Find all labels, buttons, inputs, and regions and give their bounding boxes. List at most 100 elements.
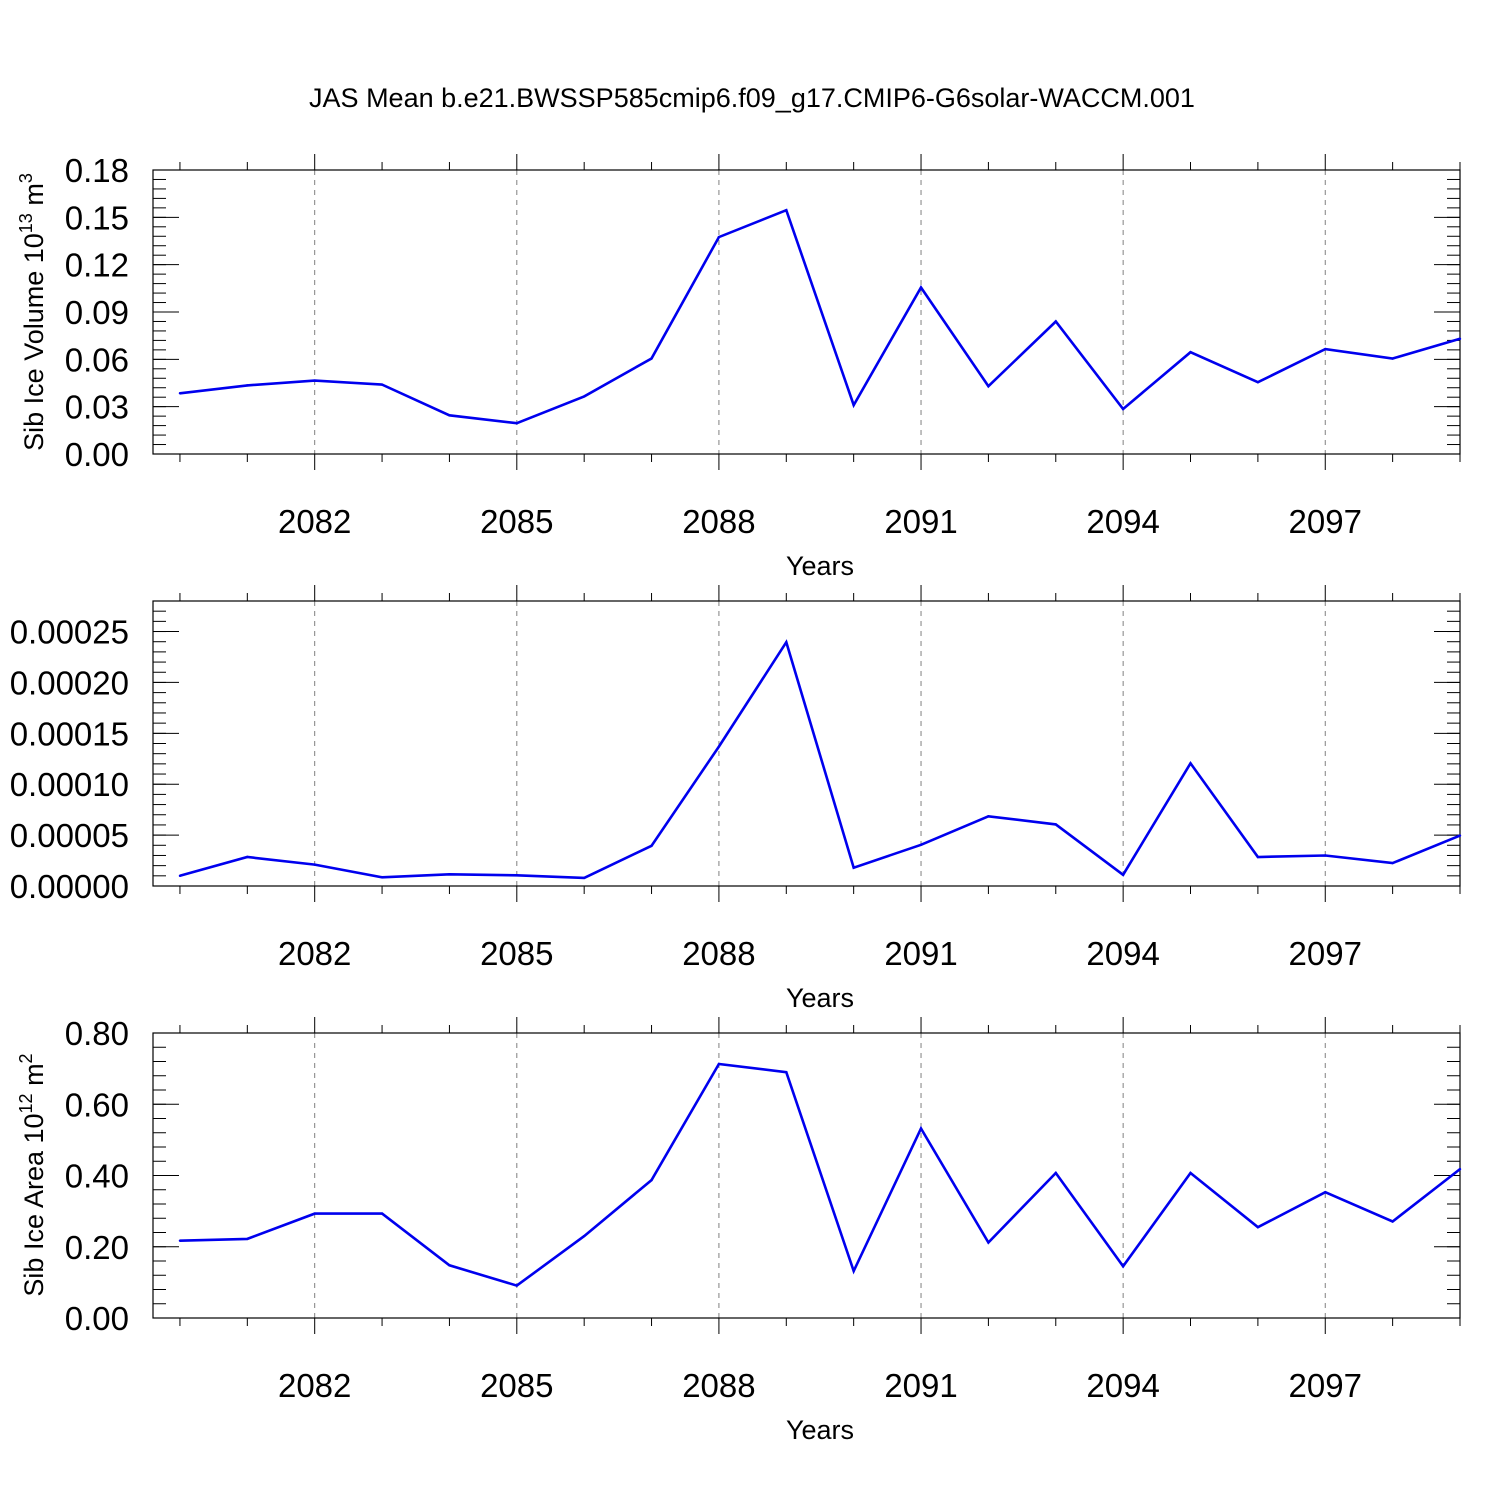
data-point	[987, 1241, 990, 1244]
x-axis-label: Years	[786, 983, 854, 1013]
data-point	[582, 395, 586, 398]
data-point	[650, 1178, 653, 1182]
data-point	[1324, 854, 1327, 857]
y-tick-label: 0.00010	[10, 766, 129, 803]
data-point	[1324, 1191, 1327, 1194]
series-line	[179, 639, 1461, 880]
data-point	[717, 745, 721, 748]
x-tick-label: 2088	[682, 935, 755, 972]
data-point	[313, 379, 316, 382]
x-tick-label: 2085	[480, 503, 553, 540]
x-tick-label: 2085	[480, 935, 553, 972]
data-point	[1256, 381, 1260, 384]
data-point	[515, 874, 519, 877]
data-point	[1054, 823, 1057, 826]
data-point	[852, 403, 855, 407]
data-point	[178, 874, 182, 878]
plot-frame	[152, 600, 1461, 887]
data-point	[919, 843, 923, 846]
y-axis-label: Sib Ice Volume 1013 m3	[16, 173, 49, 451]
series-line	[179, 208, 1461, 425]
y-axis-label: Sib Ice Area 1012 m2	[16, 1053, 49, 1296]
x-tick-label: 2091	[884, 503, 957, 540]
panel-3: 2082 2085 2088 2091 2094 2097 Years 0.00 0.20 0.4…	[16, 1015, 1462, 1445]
data-point	[1391, 357, 1394, 360]
y-tick-label: 0.00	[65, 436, 129, 473]
x-tick-label: 2097	[1289, 935, 1362, 972]
data-point	[448, 1264, 451, 1267]
x-tick-label: 2097	[1289, 503, 1362, 540]
data-point	[1054, 1171, 1057, 1175]
series-line	[179, 1062, 1461, 1288]
data-point	[246, 384, 249, 387]
y-tick-label: 0.03	[65, 389, 129, 426]
y-tick-label: 0.09	[65, 294, 129, 331]
data-point	[448, 873, 451, 876]
y-tick-label: 0.00005	[10, 817, 129, 854]
plot-frame	[152, 1032, 1461, 1319]
data-point	[1189, 762, 1192, 765]
data-point	[1054, 320, 1057, 323]
y-tick-label: 0.20	[65, 1229, 129, 1266]
y-tick-label: 0.18	[65, 152, 129, 189]
data-point	[785, 641, 788, 644]
data-point	[919, 286, 923, 289]
data-point	[1256, 1225, 1260, 1229]
data-point	[1121, 873, 1125, 877]
x-tick-label: 2088	[682, 503, 755, 540]
data-point	[785, 209, 788, 212]
y-tick-label: 0.00025	[10, 614, 129, 651]
x-tick-label: 2094	[1086, 935, 1159, 972]
data-point	[380, 876, 384, 879]
data-point	[1121, 1265, 1125, 1268]
data-point	[178, 1239, 182, 1242]
data-point	[1391, 1220, 1394, 1223]
plot-frame	[152, 169, 1461, 455]
data-point	[1189, 351, 1192, 354]
data-point	[582, 876, 586, 880]
panel-1: 2082 2085 2088 2091 2094 2097 Years 0.00 0.03 0.0…	[16, 152, 1462, 581]
x-tick-label: 2082	[278, 1367, 351, 1404]
x-tick-label: 2094	[1086, 503, 1159, 540]
data-point	[515, 422, 519, 425]
y-tick-label: 0.00015	[10, 715, 129, 752]
data-point	[1324, 347, 1327, 351]
data-point	[1458, 337, 1462, 341]
x-axis-label: Years	[786, 551, 854, 581]
data-point	[987, 815, 990, 818]
data-point	[1189, 1171, 1192, 1175]
data-point	[1391, 861, 1394, 865]
data-point	[717, 235, 721, 239]
x-tick-label: 2082	[278, 935, 351, 972]
data-point	[1256, 855, 1260, 859]
x-tick-label: 2088	[682, 1367, 755, 1404]
y-tick-label: 0.40	[65, 1158, 129, 1195]
data-point	[178, 392, 182, 395]
data-point	[515, 1284, 519, 1287]
y-tick-label: 0.60	[65, 1086, 129, 1123]
y-tick-label: 0.00000	[10, 868, 129, 905]
y-tick-label: 0.00	[65, 1300, 129, 1337]
x-tick-label: 2094	[1086, 1367, 1159, 1404]
data-point	[246, 1237, 249, 1241]
data-point	[1458, 1167, 1462, 1171]
x-tick-label: 2091	[884, 1367, 957, 1404]
y-tick-label: 0.06	[65, 341, 129, 378]
data-point	[852, 866, 855, 869]
y-tick-label: 0.80	[65, 1015, 129, 1052]
y-tick-label: 0.12	[65, 247, 129, 284]
y-tick-label: 0.15	[65, 199, 129, 236]
data-point	[650, 357, 653, 360]
data-point	[852, 1269, 855, 1273]
data-point	[582, 1234, 586, 1238]
data-point	[919, 1127, 923, 1130]
data-point	[717, 1062, 721, 1066]
data-point	[987, 384, 990, 388]
data-point	[1458, 834, 1462, 837]
x-tick-label: 2085	[480, 1367, 553, 1404]
data-point	[448, 414, 451, 417]
data-point	[1121, 407, 1125, 411]
data-point	[650, 844, 653, 847]
